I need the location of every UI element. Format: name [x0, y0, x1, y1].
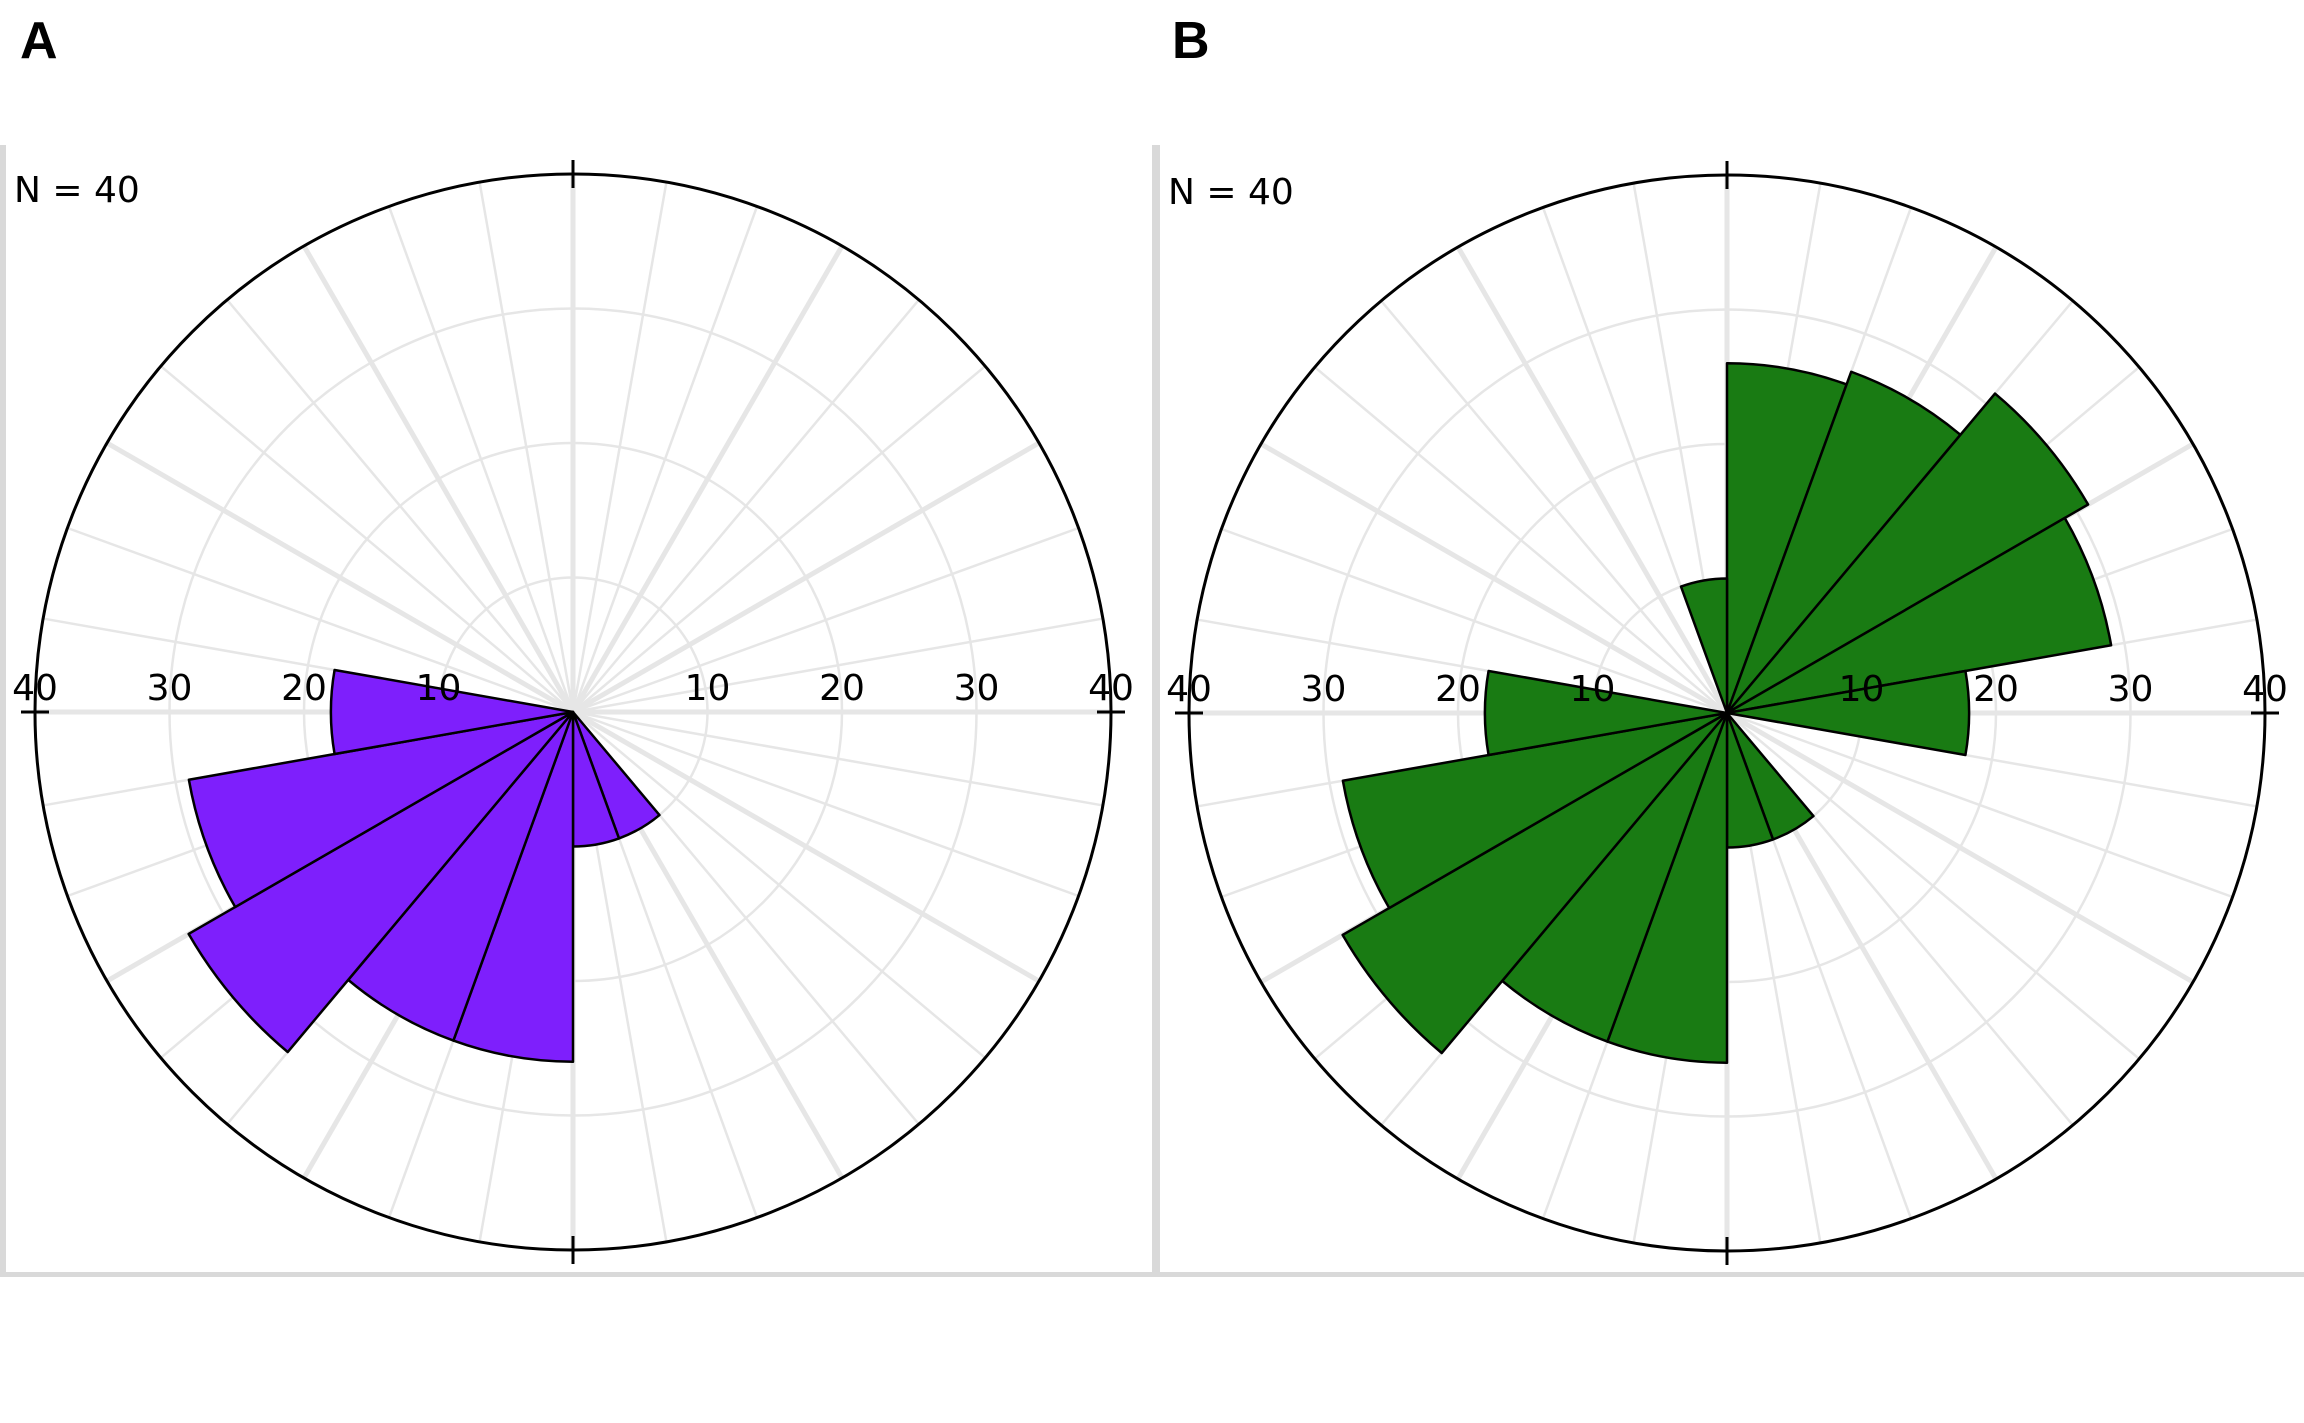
panel-a-tick-label-west-10: 10 — [416, 668, 462, 709]
panel-a-outline — [21, 160, 1125, 1264]
panel-a-tick-label-west-20: 20 — [281, 668, 327, 709]
panel-a-tick-labels: 10 10 20 20 30 30 40 40 — [12, 668, 1134, 709]
panel-b-bar-60-deg — [1725, 516, 2113, 715]
panel-b-bar-260-deg — [1483, 669, 1729, 757]
panel-a-n-label: N = 40 — [14, 170, 140, 211]
panel-b-letter: B — [1172, 12, 1210, 70]
panel-b-bar-240-deg — [1341, 711, 1729, 910]
panel-a-ring-30 — [168, 307, 978, 1117]
panel-b-tick-label-west-10: 10 — [1570, 669, 1616, 710]
panel-b-frame-left — [1152, 145, 1160, 1275]
panel-b-n-label: N = 40 — [1168, 172, 1294, 213]
panel-a-frame-bottom — [0, 1272, 1152, 1277]
panel-b-tick-label-east-20: 20 — [1973, 669, 2019, 710]
panel-b-frame-bottom — [1152, 1272, 2304, 1277]
panel-a-frame-left — [0, 145, 6, 1275]
panel-b: B 10 10 20 20 30 30 40 40 N = 40 — [1152, 12, 2304, 1277]
panel-a-bar-260-deg — [329, 668, 575, 756]
panel-b-bar-40-deg — [1725, 392, 2090, 715]
panel-b-tick-label-east-10: 10 — [1839, 669, 1885, 710]
panel-b-tick-label-west-30: 30 — [1301, 669, 1347, 710]
panel-b-outline — [1175, 161, 2279, 1265]
panel-a-tick-label-east-40: 40 — [1088, 668, 1134, 709]
panel-b-bars — [1341, 362, 2113, 1064]
panel-b-tick-label-east-30: 30 — [2108, 669, 2154, 710]
panel-a-letter: A — [20, 12, 58, 70]
panel-b-tick-label-west-20: 20 — [1435, 669, 1481, 710]
panel-b-ring-30 — [1322, 308, 2132, 1118]
panel-a-bar-240-deg — [187, 710, 575, 909]
panel-b-bar-220-deg — [1341, 711, 1729, 1055]
panel-a-bars — [187, 668, 661, 1063]
panel-b-tick-label-west-40: 40 — [1166, 669, 1212, 710]
panel-a-tick-label-east-30: 30 — [954, 668, 1000, 709]
panel-b-bar-340-deg — [1679, 577, 1729, 715]
panel-a-tick-label-east-20: 20 — [819, 668, 865, 709]
panel-b-bar-80-deg — [1725, 669, 1971, 757]
panel-b-tick-labels: 10 10 20 20 30 30 40 40 — [1166, 669, 2288, 710]
panel-a-bar-220-deg — [187, 710, 575, 1054]
panel-a: A 10 10 20 20 30 30 40 40 N = 40 — [0, 12, 1152, 1277]
panel-a-tick-label-west-30: 30 — [147, 668, 193, 709]
panel-a-tick-label-east-10: 10 — [685, 668, 731, 709]
panel-b-tick-label-east-40: 40 — [2242, 669, 2288, 710]
panel-a-tick-label-west-40: 40 — [12, 668, 58, 709]
